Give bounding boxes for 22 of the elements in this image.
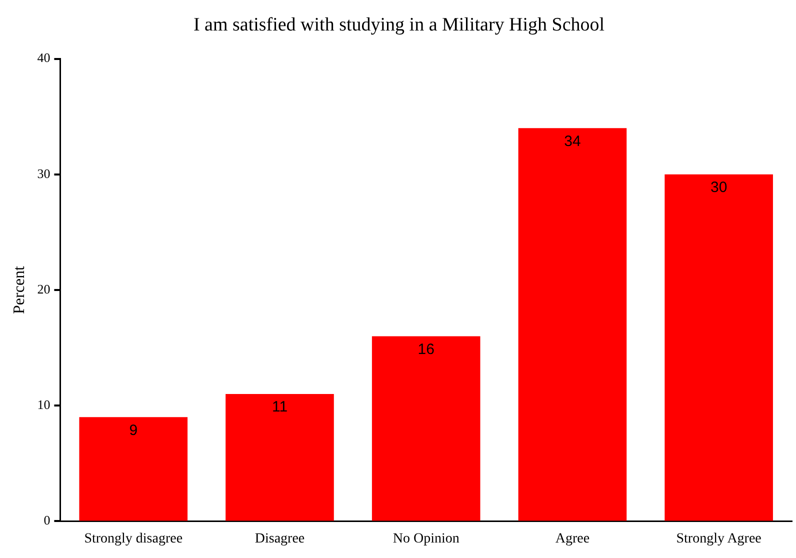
data-label: 16 bbox=[418, 340, 434, 358]
y-tick-label: 40 bbox=[37, 50, 50, 66]
y-tick-label: 10 bbox=[37, 397, 50, 412]
data-label: 34 bbox=[564, 132, 581, 150]
bar bbox=[518, 128, 627, 521]
x-tick-label: Strongly Agree bbox=[676, 531, 762, 546]
y-axis-title: Percent bbox=[10, 265, 28, 314]
x-tick-label: Agree bbox=[555, 531, 590, 546]
x-tick-label: No Opinion bbox=[392, 531, 460, 546]
chart-title: I am satisfied with studying in a Military High School bbox=[193, 14, 605, 36]
bar bbox=[664, 174, 773, 521]
x-tick-label: Disagree bbox=[254, 531, 305, 546]
x-tick-label: Strongly disagree bbox=[84, 531, 183, 546]
data-label: 11 bbox=[272, 398, 288, 416]
y-tick-label: 30 bbox=[37, 166, 50, 181]
bar bbox=[79, 417, 188, 521]
bar bbox=[372, 336, 480, 521]
data-label: 9 bbox=[129, 422, 138, 439]
y-tick-label: 0 bbox=[44, 512, 50, 528]
data-label: 30 bbox=[710, 179, 728, 196]
bar bbox=[226, 394, 334, 521]
y-tick-label: 20 bbox=[37, 281, 50, 296]
